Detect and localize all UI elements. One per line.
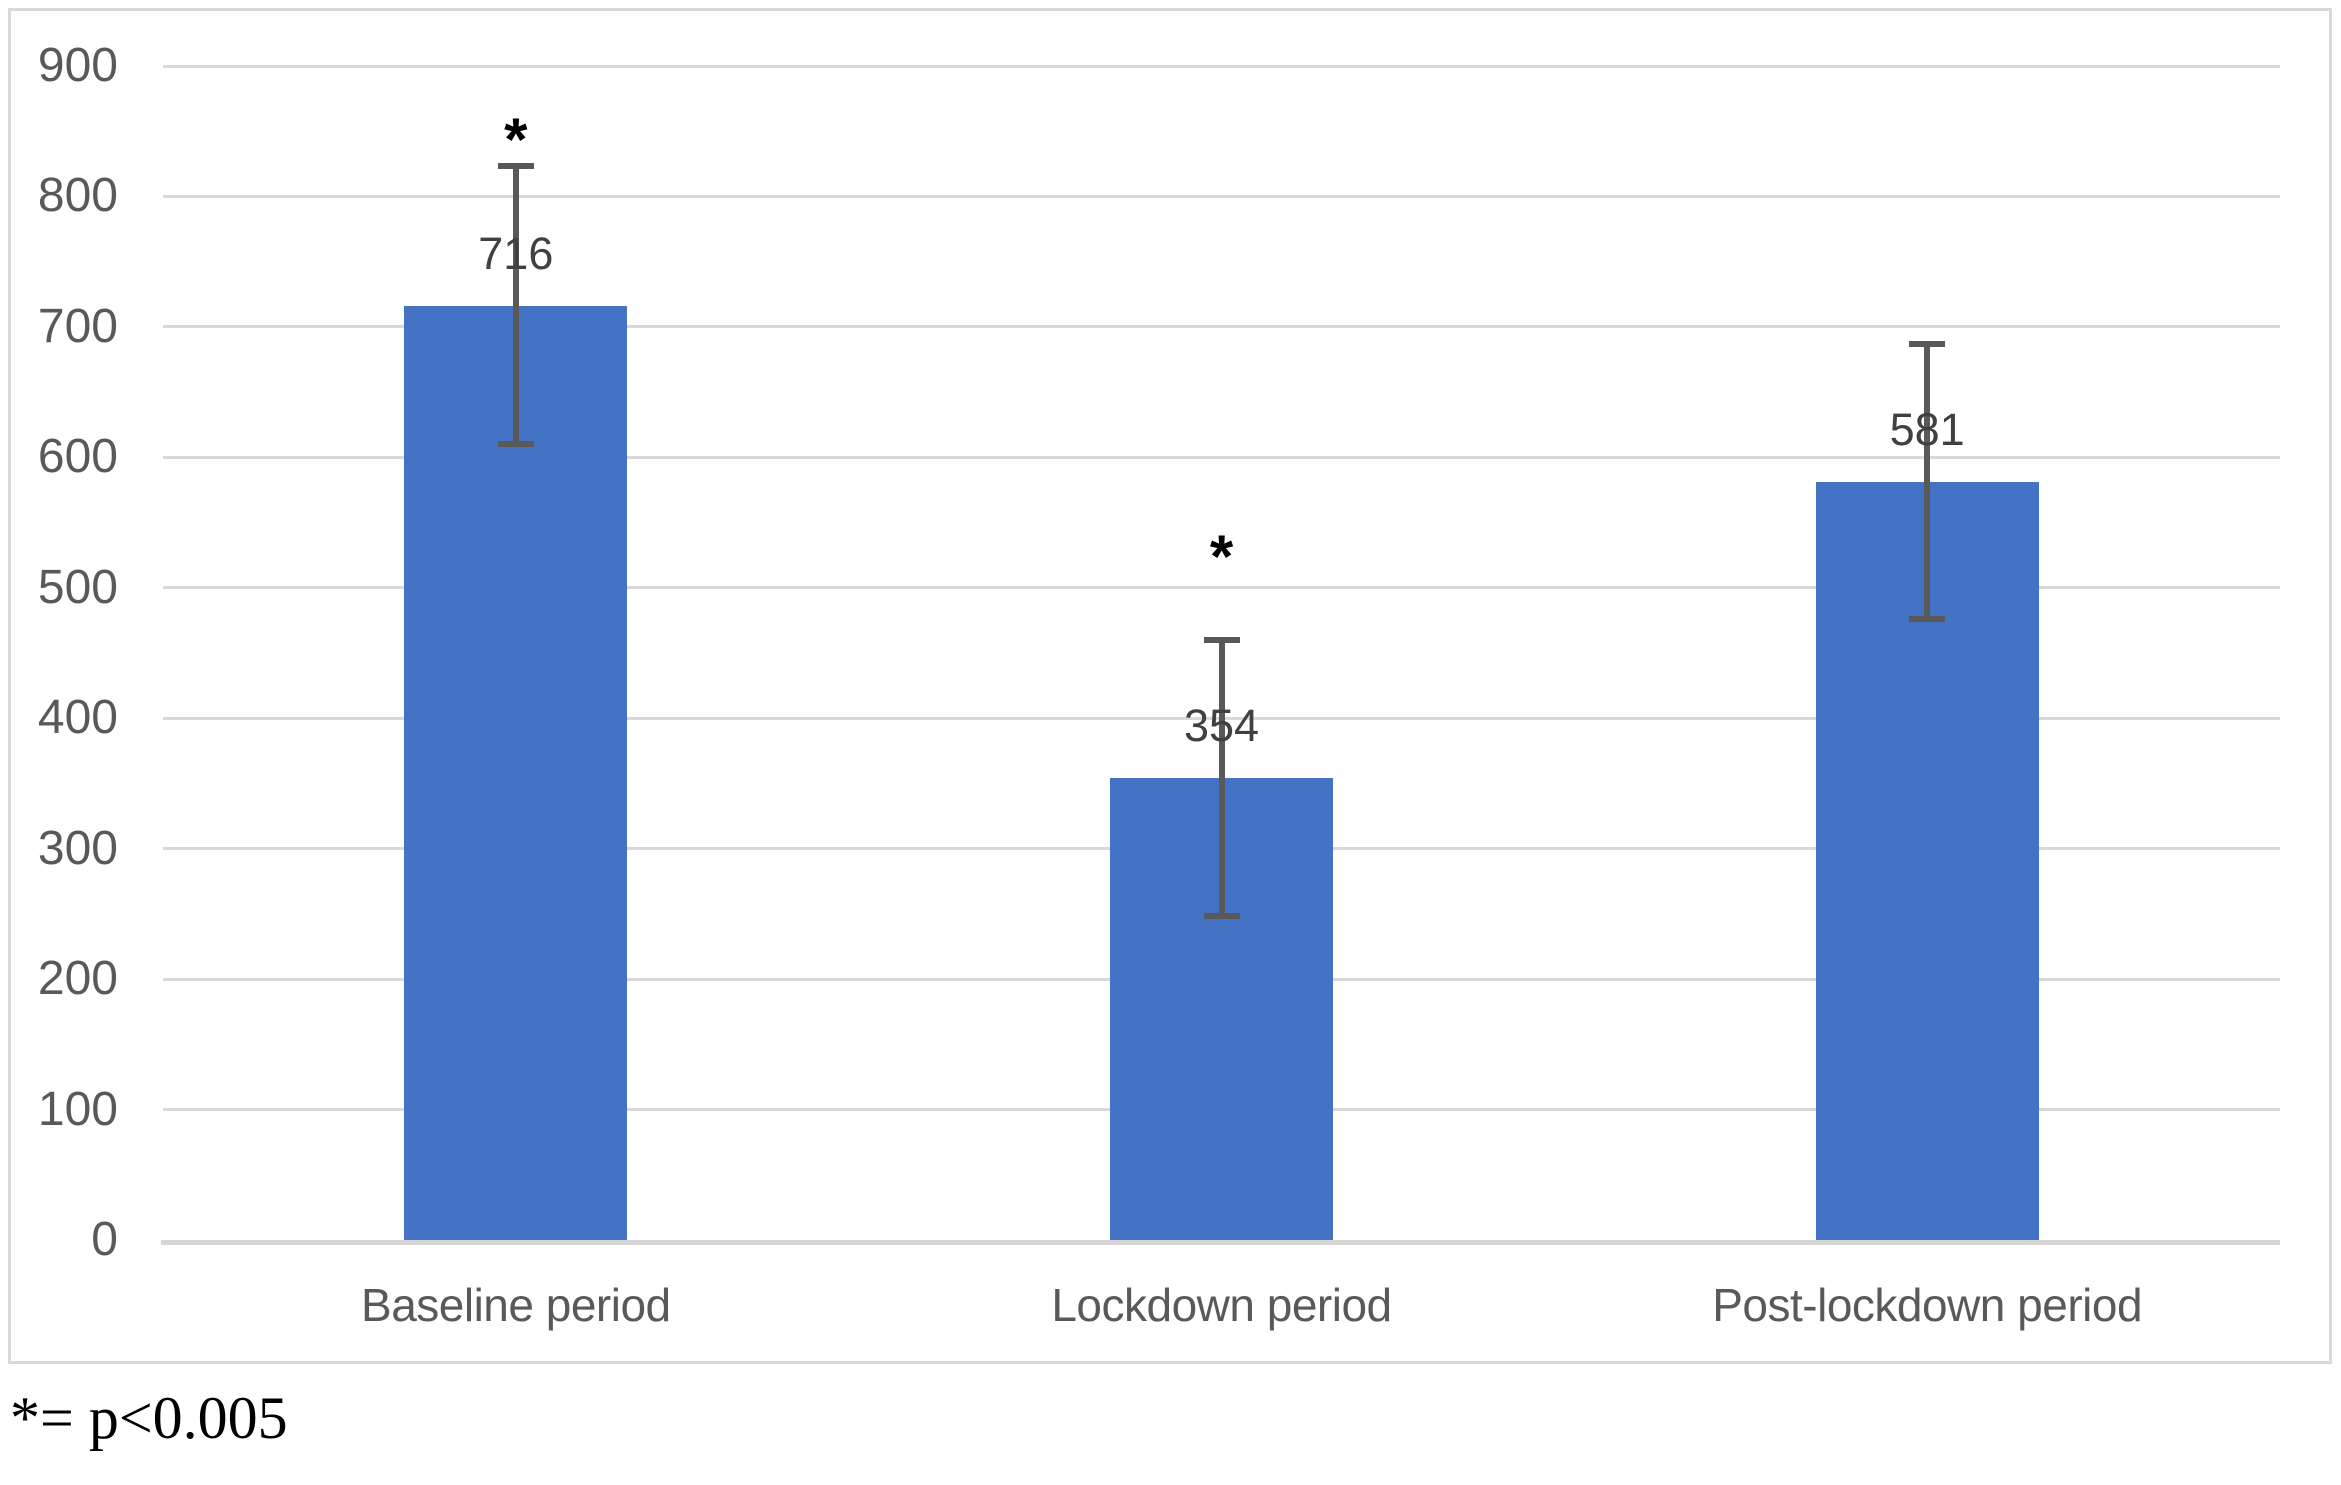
error-bar-cap-bottom (1909, 616, 1946, 623)
gridline-900 (163, 64, 2280, 68)
bar-value-label: 716 (478, 228, 554, 280)
gridline-800 (163, 194, 2280, 198)
bar-value-label: 581 (1889, 404, 1965, 456)
gridline-500 (163, 586, 2280, 590)
error-bar-cap-bottom (1203, 913, 1240, 920)
y-axis-tick-label: 500 (37, 560, 118, 614)
x-axis-category-label: Baseline period (361, 1279, 671, 1331)
significance-footnote: *= p<0.005 (10, 1385, 288, 1451)
y-axis-tick-label: 300 (37, 821, 118, 875)
y-axis-tick-label: 600 (37, 430, 118, 484)
gridline-600 (163, 455, 2280, 459)
error-bar-cap-top (1909, 340, 1946, 347)
gridline-700 (163, 325, 2280, 329)
bar-baseline-period (404, 306, 628, 1240)
error-bar-cap-bottom (497, 441, 534, 448)
y-axis-tick-label: 800 (37, 169, 118, 223)
error-bar-line (512, 166, 519, 445)
y-axis-tick-label: 200 (37, 952, 118, 1006)
y-axis-tick-label: 900 (37, 39, 118, 92)
error-bar-line (1924, 343, 1931, 620)
x-axis-category-label: Lockdown period (1051, 1279, 1392, 1331)
y-axis-tick-label: 400 (37, 691, 118, 745)
bar-value-label: 354 (1183, 700, 1260, 752)
significance-asterisk: * (1209, 522, 1234, 590)
error-bar-cap-top (497, 163, 534, 170)
y-axis-tick-label: 700 (37, 299, 118, 353)
bar-chart: 0 100 200 300 400 500 600 700 800 900 716 * Baseline… (8, 8, 2332, 1364)
error-bar-cap-top (1203, 636, 1240, 643)
y-axis-tick-label: 100 (37, 1082, 118, 1136)
error-bar-line (1218, 639, 1225, 917)
significance-asterisk: * (504, 106, 528, 174)
y-axis-tick-label: 0 (91, 1213, 118, 1266)
x-axis-category-label: Post-lockdown period (1712, 1279, 2143, 1331)
x-axis-line (161, 1240, 2280, 1245)
